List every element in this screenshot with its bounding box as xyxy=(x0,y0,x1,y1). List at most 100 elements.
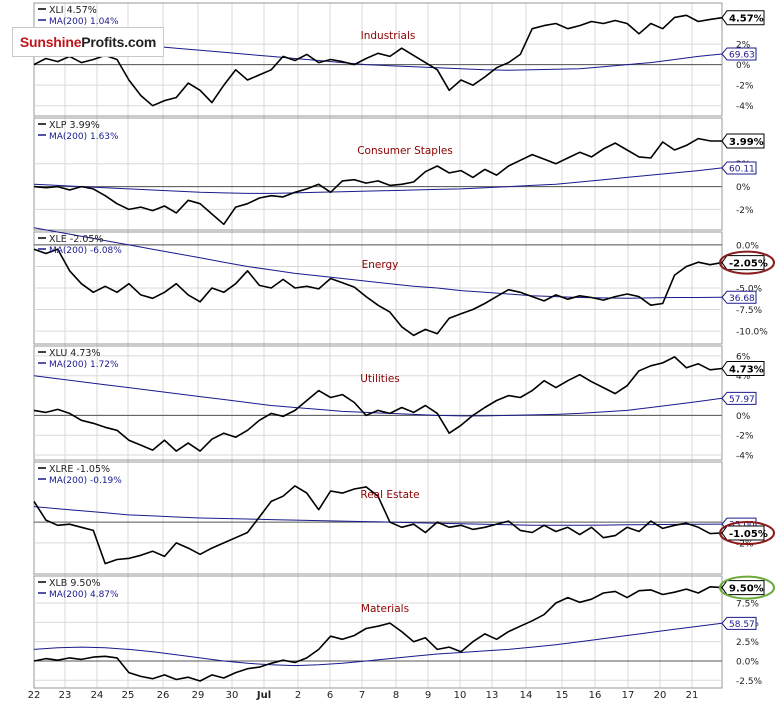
price-value-label: -1.05% xyxy=(729,529,768,540)
y-tick-label: -2% xyxy=(736,206,754,216)
ma-value-box xyxy=(721,616,757,630)
x-tick-label: 6 xyxy=(327,690,333,701)
panel-title: Real Estate xyxy=(360,489,419,501)
price-value-box xyxy=(721,525,765,541)
y-tick-label: 6% xyxy=(736,352,751,362)
y-tick-label: 4% xyxy=(736,372,751,382)
y-tick-label: -4% xyxy=(736,452,754,462)
x-tick-label: 30 xyxy=(226,690,239,701)
ma-value-label: 60.11 xyxy=(729,164,755,174)
y-tick-label: 0% xyxy=(736,412,751,422)
y-tick-label: 0% xyxy=(736,61,751,71)
x-tick-label: 17 xyxy=(622,690,635,701)
ma-value-box xyxy=(721,391,757,405)
panel-title: Materials xyxy=(361,603,409,615)
x-tick-label: 9 xyxy=(425,690,431,701)
y-tick-label: 0.0% xyxy=(736,657,759,667)
sunshine-profits-logo: Sunshine Profits.com xyxy=(12,27,164,57)
panel-frame xyxy=(33,117,723,231)
panel-energy: 0.0%-2.5%-5.0%-7.5%-10.0%XLE -2.05%MA(20… xyxy=(33,227,775,345)
y-tick-label: 2.5% xyxy=(736,638,759,648)
x-tick-label: 10 xyxy=(454,690,467,701)
ma200-series-line xyxy=(33,622,723,667)
y-tick-label: -2% xyxy=(736,432,754,442)
panel-consumer-staples: 2%0%-2%XLP 3.99%MA(200) 1.63%Consumer St… xyxy=(33,117,765,231)
ma200-series-line xyxy=(33,167,723,194)
price-value-box xyxy=(721,10,765,26)
price-series-line xyxy=(33,248,723,337)
price-value-box xyxy=(721,255,765,271)
x-tick-label: 21 xyxy=(686,690,699,701)
ma200-series-line xyxy=(33,506,723,526)
price-value-box xyxy=(721,133,765,149)
ma-value-label: 58.57 xyxy=(729,620,755,630)
x-tick-label: Jul xyxy=(256,690,271,701)
price-value-box xyxy=(721,580,765,596)
x-tick-label: 24 xyxy=(91,690,104,701)
legend-price-label: XLE -2.05% xyxy=(49,234,103,245)
legend-price-label: XLP 3.99% xyxy=(49,120,100,131)
highlight-circle xyxy=(719,575,775,600)
y-tick-label: 0% xyxy=(736,183,751,193)
y-tick-label: -7.5% xyxy=(736,306,763,316)
price-series-line xyxy=(33,585,723,682)
y-tick-label: 2% xyxy=(736,41,751,51)
x-tick-label: 7 xyxy=(359,690,365,701)
price-series-line xyxy=(33,356,723,452)
ma-value-label: 57.97 xyxy=(729,395,755,405)
legend-ma-label: MA(200) 4.87% xyxy=(49,590,119,600)
highlight-circle xyxy=(719,521,775,546)
y-tick-label: -10.0% xyxy=(736,328,768,338)
legend-price-label: XLU 4.73% xyxy=(49,348,100,359)
legend-ma-label: MA(200) 1.04% xyxy=(49,17,119,27)
panel-utilities: 6% 4% 0% -2% -4% XLU 4.73%MA(200) 1.72% Utilit… xyxy=(33,345,765,462)
legend-ma-label: MA(200) 1.72% xyxy=(49,360,119,370)
legend-ma-label: MA(200) -6.08% xyxy=(49,246,122,256)
legend-ma-label: MA(200) 1.63% xyxy=(49,132,119,142)
y-tick-label: -2% xyxy=(736,82,754,92)
x-tick-label: 13 xyxy=(486,690,499,701)
price-value-box xyxy=(721,361,765,377)
ma-value-box xyxy=(721,47,757,61)
x-tick-label: 15 xyxy=(556,690,569,701)
panel-title: Consumer Staples xyxy=(357,145,453,157)
price-value-label: 4.57% xyxy=(729,14,764,25)
panel-title: Industrials xyxy=(361,30,416,42)
y-tick-label: 7.5% xyxy=(736,600,759,610)
panel-industrials: 2% 0% -2% -4% XLI 4.57%MA(200) 1.04% Industri… xyxy=(33,2,765,117)
panel-frame xyxy=(33,2,723,117)
x-tick-label: 2 xyxy=(295,690,301,701)
x-tick-label: 20 xyxy=(654,690,667,701)
ma-value-box xyxy=(721,290,757,304)
ma-value-box xyxy=(721,161,757,175)
x-tick-label: 16 xyxy=(589,690,602,701)
x-tick-label: 25 xyxy=(122,690,135,701)
price-value-label: 3.99% xyxy=(729,137,764,148)
price-series-line xyxy=(33,485,723,565)
y-tick-label: -2.5% xyxy=(736,677,763,687)
y-tick-label: 0.0% xyxy=(736,241,759,251)
panel-title: Energy xyxy=(362,259,399,271)
panel-title: Utilities xyxy=(360,373,400,385)
panel-materials: 7.5%5.0%2.5%0.0%-2.5%XLB 9.50%MA(200) 4.… xyxy=(33,575,775,689)
price-value-label: 9.50% xyxy=(729,584,764,595)
y-tick-label: -5.0% xyxy=(736,285,763,295)
panel-frame xyxy=(33,345,723,461)
x-tick-label: 23 xyxy=(59,690,72,701)
logo-part-profits: Profits.com xyxy=(81,34,157,50)
legend-ma-label: MA(200) -0.19% xyxy=(49,476,122,486)
x-tick-label: 22 xyxy=(28,690,41,701)
panel-frame xyxy=(33,461,723,575)
price-value-label: 4.73% xyxy=(729,365,764,376)
ma200-series-line xyxy=(33,375,723,417)
ma200-series-line xyxy=(33,227,723,299)
price-series-line xyxy=(33,137,723,226)
logo-part-sunshine: Sunshine xyxy=(19,34,82,50)
legend-price-label: XLI 4.57% xyxy=(49,5,97,16)
y-tick-label: -4% xyxy=(736,102,754,112)
x-tick-label: 29 xyxy=(192,690,205,701)
legend-price-label: XLRE -1.05% xyxy=(49,464,110,475)
legend-price-label: XLB 9.50% xyxy=(49,578,101,589)
highlight-circle xyxy=(719,250,775,275)
